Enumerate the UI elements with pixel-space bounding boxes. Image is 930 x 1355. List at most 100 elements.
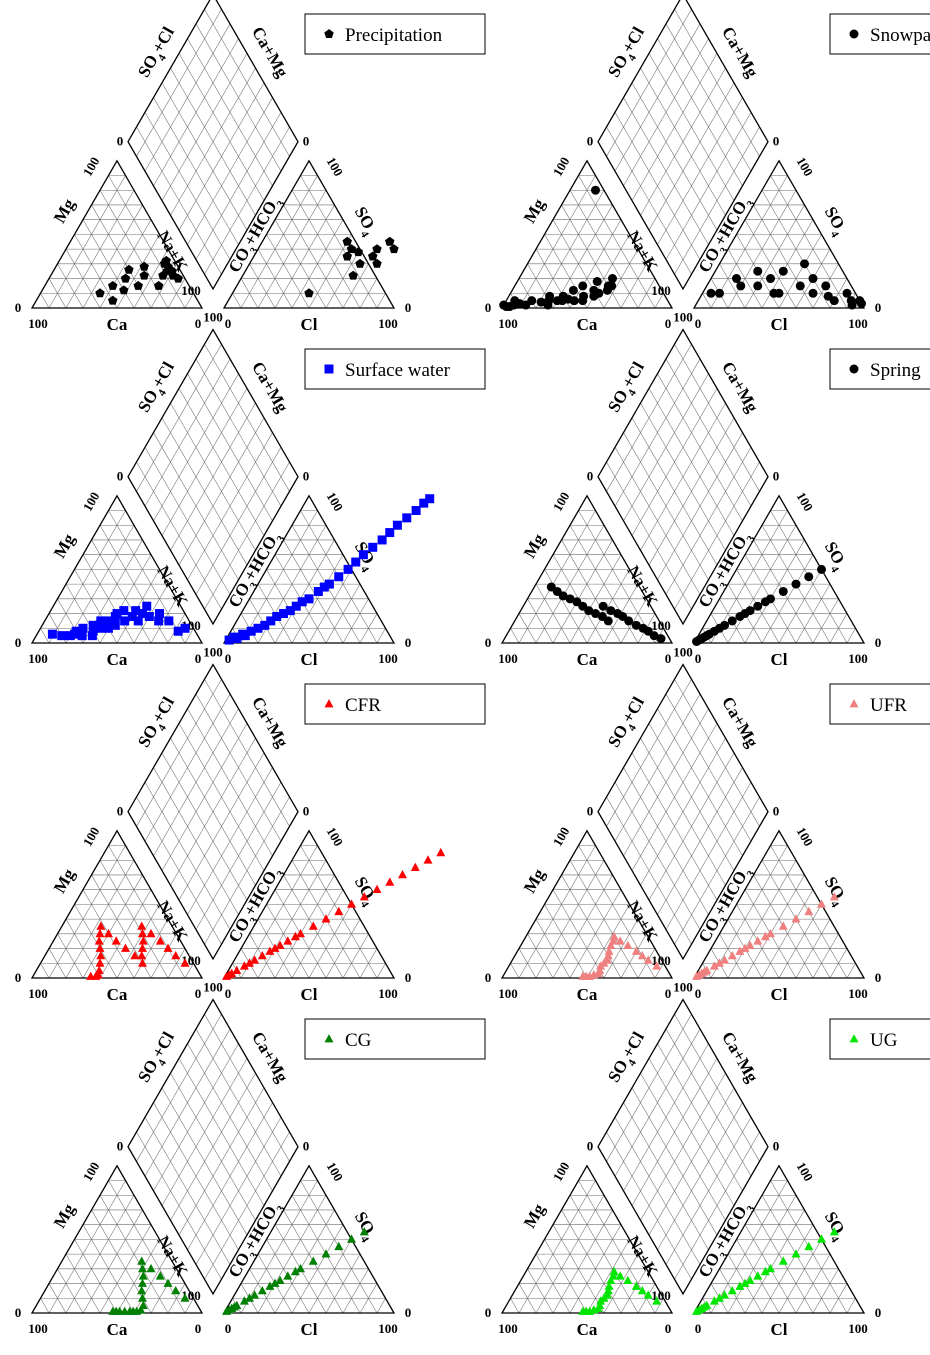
axis-label-ca-mg: Ca+Mg — [718, 358, 762, 416]
data-point-anion — [808, 274, 818, 284]
grid-line — [552, 204, 613, 309]
grid-line — [170, 1072, 256, 1221]
legend-box — [829, 1018, 930, 1060]
data-point-anion — [720, 955, 730, 964]
grid-line — [614, 358, 701, 507]
grid-line — [535, 525, 605, 644]
tick-label: 100 — [28, 1321, 48, 1336]
diamond — [127, 0, 299, 291]
tick-label: 100 — [651, 953, 671, 968]
grid-line — [561, 1209, 622, 1314]
grid-line — [648, 388, 735, 536]
grid-line — [40, 963, 50, 979]
grid-line — [204, 344, 290, 492]
data-point-anion — [347, 899, 356, 908]
tick-label: 100 — [794, 1159, 817, 1183]
grid-line — [654, 963, 664, 979]
grid-line — [153, 1043, 239, 1192]
grid-line — [136, 9, 222, 157]
data-point-anion — [266, 616, 276, 626]
tick-label: 0 — [665, 1321, 672, 1336]
data-point-cation — [637, 951, 647, 960]
diamond — [127, 998, 299, 1296]
data-point-cation — [95, 623, 105, 633]
grid-line — [342, 933, 369, 979]
anion-triangle — [692, 159, 866, 309]
tick-label: 0 — [225, 986, 232, 1001]
data-point-anion — [392, 520, 402, 530]
axis-label-so4-cl: SO4+Cl — [134, 23, 182, 83]
data-point-anion — [766, 594, 775, 604]
grid-line — [578, 510, 656, 644]
data-point-anion — [348, 270, 358, 280]
data-point-cation — [591, 609, 600, 619]
data-point-cation — [623, 1275, 633, 1284]
grid-line — [674, 1014, 760, 1162]
data-point-cation — [171, 1286, 181, 1295]
tick-label: 100 — [378, 651, 398, 666]
grid-line — [150, 1268, 177, 1314]
grid-line — [161, 388, 248, 536]
data-point-anion — [296, 1263, 305, 1273]
axis-label-so4-cl: SO4+Cl — [134, 1028, 182, 1088]
legend-marker — [324, 364, 334, 374]
legend-marker — [849, 1034, 859, 1043]
grid-line — [614, 23, 701, 172]
data-point-cation — [124, 264, 134, 274]
tick-label: 100 — [673, 979, 693, 994]
data-point-cation — [138, 928, 147, 938]
tick-label: 100 — [378, 986, 398, 1001]
data-point-anion — [829, 892, 839, 901]
data-point-cation — [604, 1281, 614, 1290]
grid-line — [544, 569, 588, 644]
grid-line — [744, 1209, 805, 1314]
grid-line — [606, 679, 692, 827]
grid-line — [187, 38, 273, 187]
tick-label: 100 — [848, 651, 868, 666]
grid-line — [727, 860, 797, 979]
data-point-anion — [353, 247, 363, 257]
tick-label: 0 — [587, 134, 594, 149]
grid-line — [274, 874, 335, 979]
data-point-cation — [615, 1271, 625, 1280]
data-point-anion — [778, 266, 788, 276]
data-point-anion — [342, 251, 352, 261]
grid-line — [57, 1268, 84, 1314]
axis-label-co3-hco3: CO3+HCO3 — [695, 192, 758, 278]
grid-line — [518, 510, 596, 644]
data-point-anion — [343, 564, 353, 574]
data-point-cation — [652, 961, 662, 970]
grid-line — [274, 1209, 335, 1314]
tick-label: 100 — [673, 309, 693, 324]
data-point-anion — [745, 1275, 755, 1284]
axis-label-cl: Cl — [301, 650, 318, 669]
data-point-anion — [791, 1249, 801, 1258]
data-point-cation — [568, 285, 578, 295]
data-point-anion — [377, 535, 387, 545]
data-point-anion — [760, 931, 770, 941]
grid-line — [376, 1298, 386, 1314]
data-point-cation — [120, 616, 130, 626]
data-point-cation — [543, 300, 553, 310]
tick-label: 0 — [485, 1305, 492, 1320]
tick-label: 100 — [378, 316, 398, 331]
grid-line — [586, 904, 630, 979]
data-point-anion — [253, 623, 263, 633]
data-point-cation — [57, 631, 67, 641]
grid-line — [640, 737, 726, 886]
grid-line — [82, 874, 143, 979]
tick-label: 0 — [303, 134, 310, 149]
data-point-cation — [596, 1296, 606, 1305]
data-point-cation — [137, 921, 147, 930]
data-point-anion — [706, 288, 716, 298]
grid-line — [812, 598, 839, 644]
data-point-cation — [94, 936, 104, 945]
axis-label-na-k: Na+K — [623, 897, 662, 945]
data-point-anion — [856, 299, 866, 309]
axis-label-cl: Cl — [771, 1320, 788, 1339]
grid-line — [144, 693, 231, 842]
grid-line — [744, 539, 805, 644]
data-point-anion — [732, 274, 741, 284]
